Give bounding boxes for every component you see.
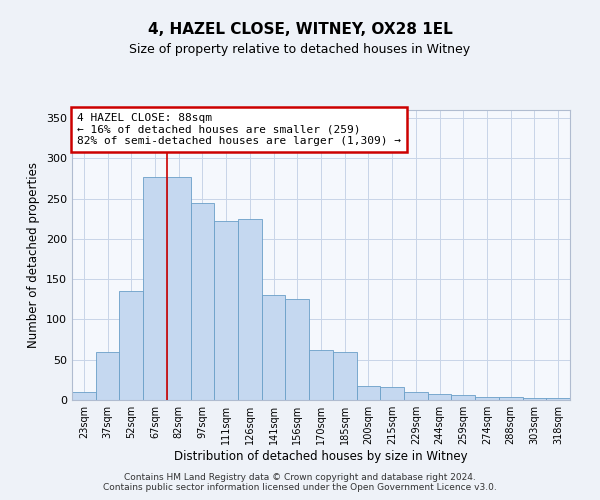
Bar	[286, 300, 309, 400]
Bar	[119, 291, 143, 400]
Bar	[191, 202, 214, 400]
Bar	[546, 398, 570, 400]
Y-axis label: Number of detached properties: Number of detached properties	[28, 162, 40, 348]
Bar	[428, 394, 451, 400]
Bar	[96, 352, 119, 400]
Text: Contains HM Land Registry data © Crown copyright and database right 2024.
Contai: Contains HM Land Registry data © Crown c…	[103, 473, 497, 492]
Bar	[499, 397, 523, 400]
Bar	[333, 352, 356, 400]
Text: 4 HAZEL CLOSE: 88sqm
← 16% of detached houses are smaller (259)
82% of semi-deta: 4 HAZEL CLOSE: 88sqm ← 16% of detached h…	[77, 113, 401, 146]
Bar	[143, 177, 167, 400]
Bar	[523, 398, 546, 400]
Bar	[167, 177, 191, 400]
Bar	[238, 219, 262, 400]
Bar	[72, 392, 96, 400]
X-axis label: Distribution of detached houses by size in Witney: Distribution of detached houses by size …	[174, 450, 468, 463]
Bar	[262, 296, 286, 400]
Bar	[309, 350, 333, 400]
Bar	[475, 397, 499, 400]
Bar	[451, 395, 475, 400]
Bar	[380, 387, 404, 400]
Text: Size of property relative to detached houses in Witney: Size of property relative to detached ho…	[130, 42, 470, 56]
Bar	[214, 221, 238, 400]
Text: 4, HAZEL CLOSE, WITNEY, OX28 1EL: 4, HAZEL CLOSE, WITNEY, OX28 1EL	[148, 22, 452, 38]
Bar	[356, 386, 380, 400]
Bar	[404, 392, 428, 400]
